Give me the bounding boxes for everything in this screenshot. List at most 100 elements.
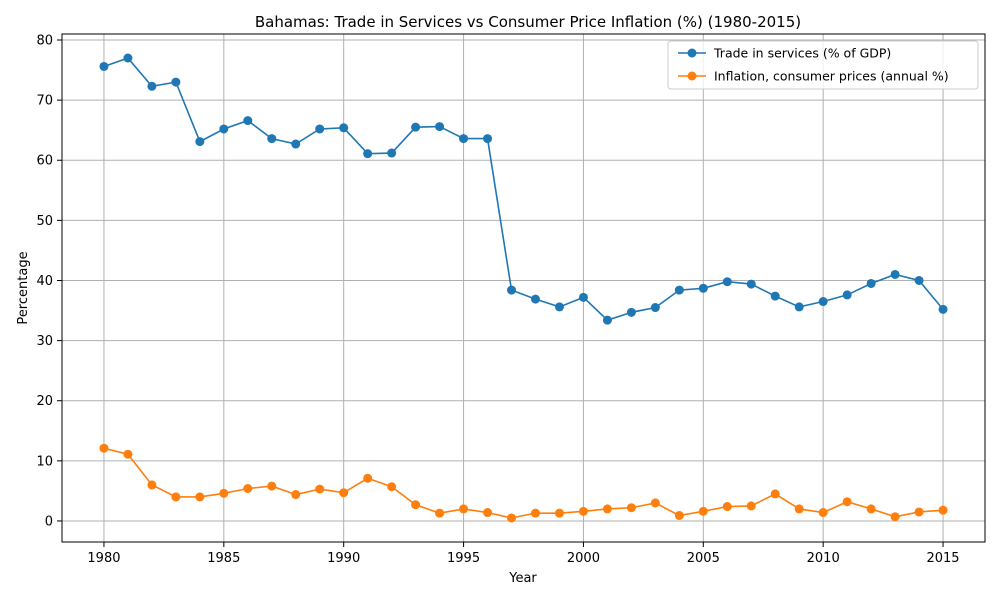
data-point: [722, 277, 732, 287]
data-point: [411, 122, 421, 132]
data-point: [698, 506, 708, 516]
data-point: [746, 501, 756, 511]
legend-swatch-marker: [687, 71, 697, 81]
x-axis-label: Year: [508, 571, 537, 586]
data-point: [722, 502, 732, 512]
y-tick-label: 40: [36, 274, 53, 289]
plot-frame: [61, 33, 986, 543]
y-tick-label: 80: [36, 34, 53, 49]
data-point: [794, 504, 804, 514]
data-point: [554, 508, 564, 518]
data-point: [602, 315, 612, 325]
x-tick-label: 2000: [567, 551, 600, 566]
x-tick-label: 2015: [926, 551, 959, 566]
data-point: [267, 134, 277, 144]
data-point: [530, 508, 540, 518]
x-tick-label: 1980: [87, 551, 120, 566]
x-tick-label: 1985: [207, 551, 240, 566]
data-point: [626, 307, 636, 317]
series-layer: [99, 53, 948, 523]
data-point: [626, 503, 636, 513]
x-tick-label: 1995: [447, 551, 480, 566]
data-point: [243, 483, 253, 493]
data-point: [219, 124, 229, 134]
data-point: [818, 508, 828, 518]
legend-frame: [667, 40, 979, 90]
data-point: [171, 77, 181, 87]
grid-layer: [62, 34, 985, 542]
data-point: [123, 53, 133, 63]
data-point: [602, 504, 612, 514]
data-point: [99, 443, 109, 453]
data-point: [339, 123, 349, 133]
data-point: [674, 511, 684, 521]
x-tick-label: 1990: [327, 551, 360, 566]
legend-label: Inflation, consumer prices (annual %): [714, 69, 949, 84]
data-point: [770, 291, 780, 301]
data-point: [938, 304, 948, 314]
data-point: [195, 137, 205, 147]
data-point: [698, 283, 708, 293]
y-tick-label: 20: [36, 394, 53, 409]
data-point: [219, 488, 229, 498]
tick-layer: 1980 1985 1990 1995 2000 2005 2010 2015 0 10 20 30 4…: [36, 34, 959, 566]
data-point: [339, 488, 349, 498]
data-point: [387, 482, 397, 492]
x-tick-label: 2005: [687, 551, 720, 566]
data-point: [387, 148, 397, 158]
data-point: [818, 297, 828, 307]
data-point: [147, 480, 157, 490]
data-point: [435, 508, 445, 518]
data-point: [435, 122, 445, 132]
data-point: [315, 124, 325, 134]
data-point: [411, 500, 421, 510]
data-point: [507, 513, 517, 523]
series-1: [99, 443, 948, 523]
data-point: [291, 139, 301, 149]
x-tick-label: 2010: [807, 551, 840, 566]
y-tick-label: 60: [36, 154, 53, 169]
data-point: [938, 505, 948, 515]
y-tick-label: 0: [45, 514, 53, 529]
data-point: [507, 285, 517, 295]
data-point: [315, 484, 325, 494]
data-point: [171, 492, 181, 502]
data-point: [914, 507, 924, 517]
data-point: [459, 504, 469, 514]
data-point: [746, 279, 756, 289]
data-point: [650, 498, 660, 508]
chart-title: Bahamas: Trade in Services vs Consumer P…: [255, 13, 801, 31]
data-point: [147, 81, 157, 91]
y-tick-label: 50: [36, 214, 53, 229]
y-axis-label: Percentage: [16, 251, 31, 324]
data-point: [483, 134, 493, 144]
legend: Trade in services (% of GDP) Inflation, c…: [667, 40, 979, 90]
y-tick-label: 10: [36, 454, 53, 469]
legend-swatch-marker: [687, 48, 697, 58]
data-point: [195, 492, 205, 502]
data-point: [578, 292, 588, 302]
legend-label: Trade in services (% of GDP): [713, 46, 891, 61]
data-point: [794, 302, 804, 312]
data-point: [267, 481, 277, 491]
data-point: [842, 497, 852, 507]
data-point: [291, 490, 301, 500]
y-tick-label: 30: [36, 334, 53, 349]
data-point: [890, 269, 900, 279]
data-point: [530, 294, 540, 304]
data-point: [483, 508, 493, 518]
data-point: [890, 512, 900, 522]
data-point: [674, 285, 684, 295]
data-point: [123, 449, 133, 459]
data-point: [243, 116, 253, 126]
data-point: [842, 290, 852, 300]
data-point: [99, 61, 109, 71]
data-point: [650, 303, 660, 313]
data-point: [914, 275, 924, 285]
data-point: [363, 473, 373, 483]
data-point: [770, 489, 780, 499]
data-point: [363, 149, 373, 159]
series-0: [99, 53, 948, 325]
data-point: [578, 506, 588, 516]
